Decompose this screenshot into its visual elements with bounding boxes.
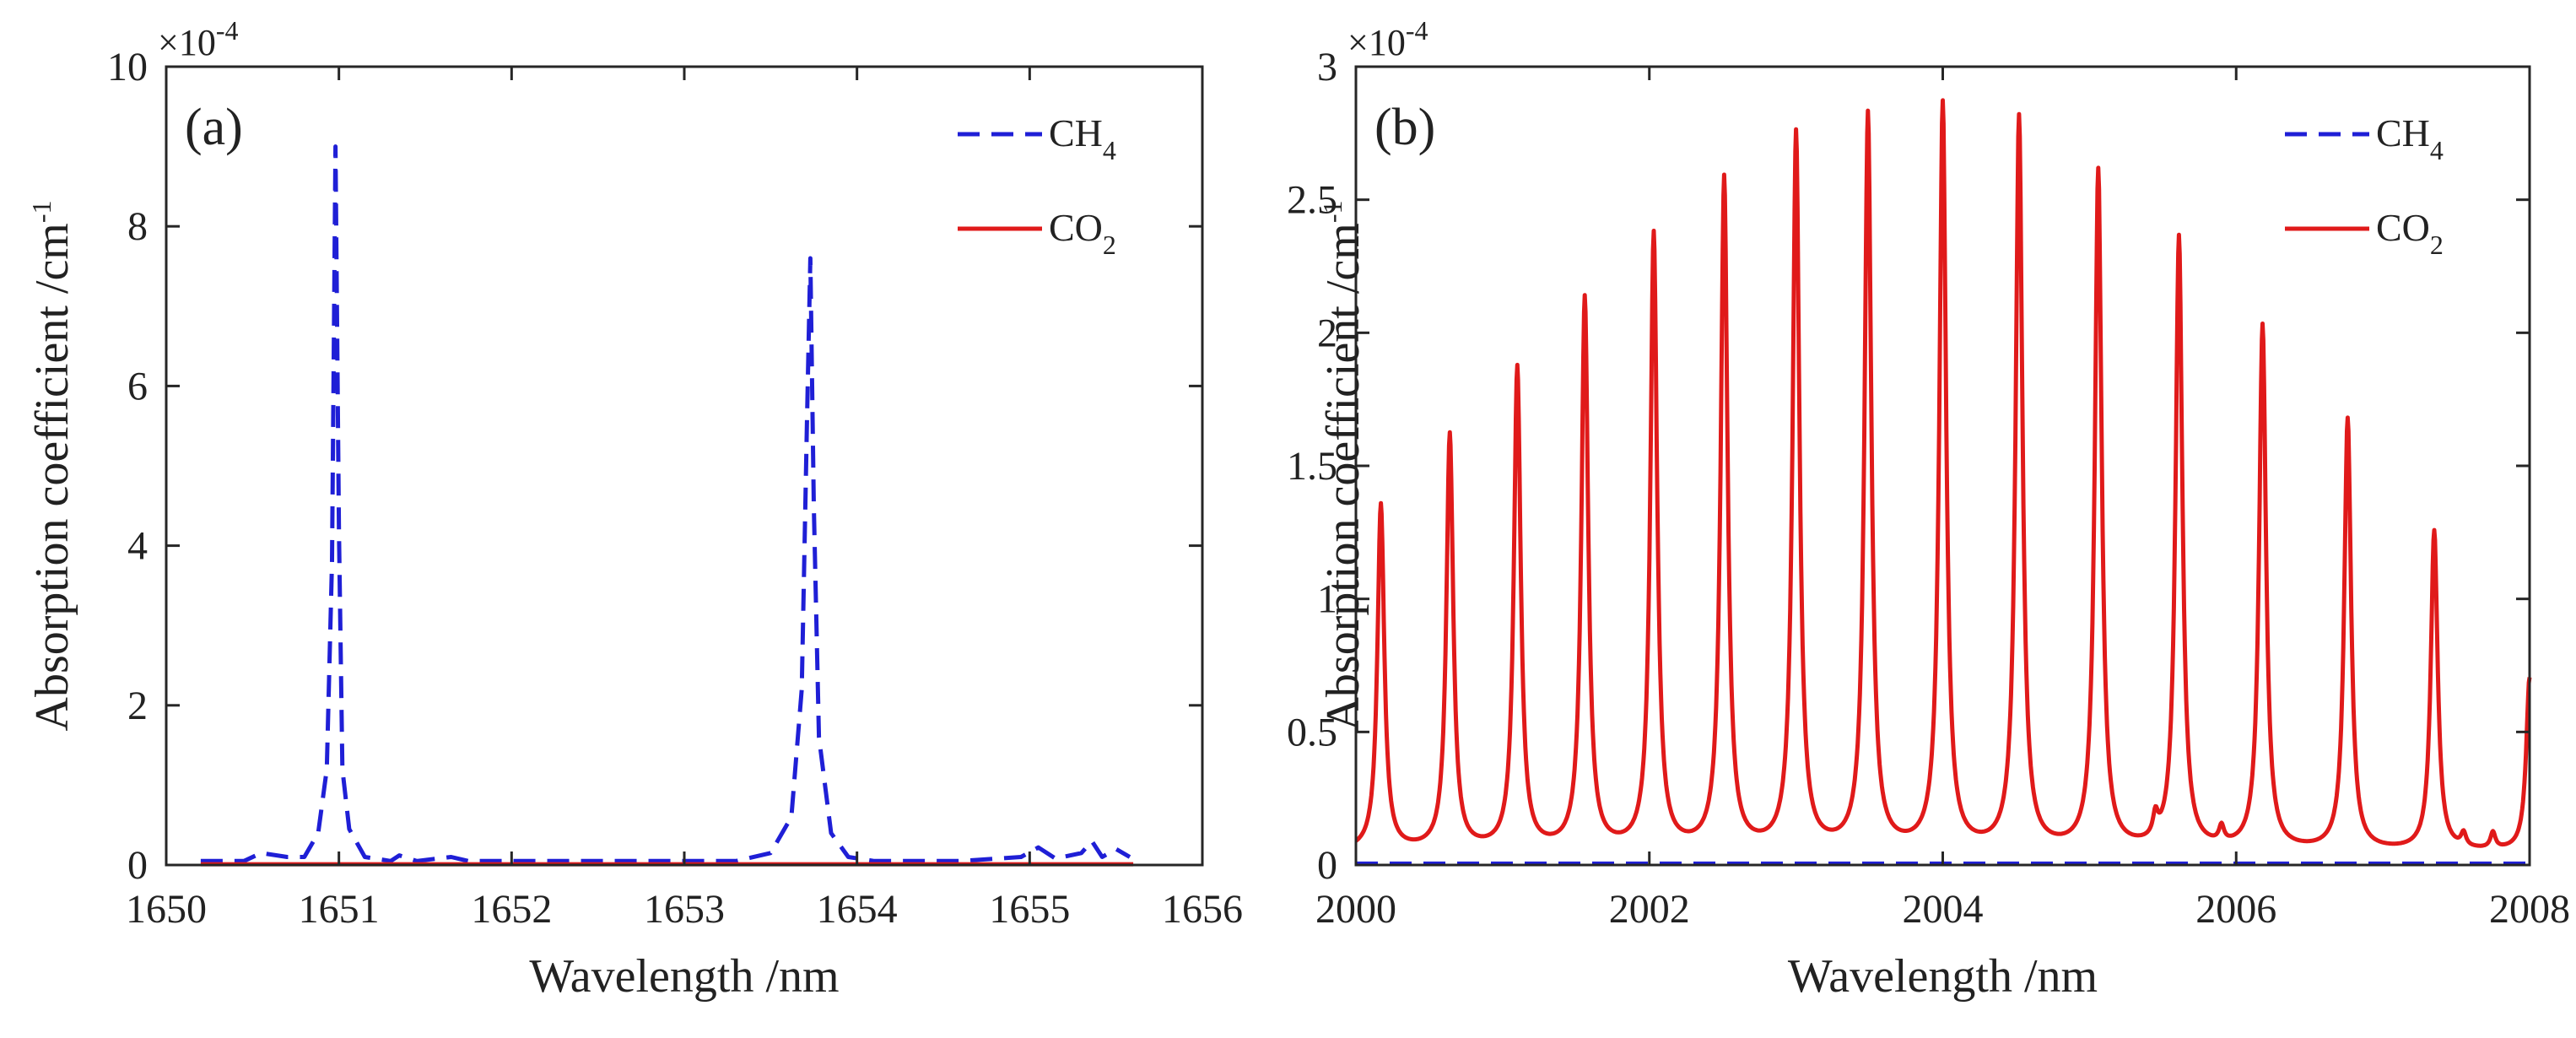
x-axis-label: Wavelength /nm — [529, 950, 839, 1003]
y-tick-label: 4 — [127, 524, 148, 569]
panel-label: (a) — [185, 99, 243, 156]
y-tick-label: 10 — [107, 45, 148, 89]
y-scale-exponent: ×10-4 — [158, 15, 238, 63]
y-tick-label: 6 — [127, 364, 148, 408]
y-tick-label: 0 — [127, 843, 148, 888]
x-tick-label: 1653 — [644, 887, 725, 932]
x-tick-label: 1650 — [126, 887, 207, 932]
y-tick-label: 2 — [1317, 311, 1337, 355]
x-tick-label: 2002 — [1609, 887, 1690, 932]
y-tick-label: 8 — [127, 204, 148, 249]
y-axis-label: Absorption coefficient /cm-1 — [1317, 200, 1369, 731]
legend-label-ch4: CH4 — [1049, 111, 1116, 165]
y-axis-label: Absorption coefficient /cm-1 — [26, 200, 78, 731]
panel-label: (b) — [1374, 99, 1435, 156]
legend-label-co2: CO2 — [2376, 206, 2444, 260]
x-tick-label: 1651 — [299, 887, 380, 932]
y-tick-label: 0.5 — [1287, 710, 1337, 754]
x-tick-label: 2000 — [1315, 887, 1396, 932]
y-tick-label: 1.5 — [1287, 444, 1337, 489]
x-tick-label: 2004 — [1903, 887, 1984, 932]
y-tick-label: 3 — [1317, 45, 1337, 89]
y-tick-label: 1 — [1317, 577, 1337, 622]
series-line-co2 — [1354, 98, 2532, 848]
y-tick-label: 0 — [1317, 843, 1337, 888]
x-tick-label: 1656 — [1162, 887, 1243, 932]
panel-a: 1650 1651 1652 1653 1654 1655 1656 0 2 4 6 8 10×10-4… — [26, 15, 1243, 1003]
series-line-ch4 — [200, 144, 1131, 863]
y-scale-exponent: ×10-4 — [1347, 15, 1428, 63]
x-tick-label: 2008 — [2489, 887, 2570, 932]
x-tick-label: 1652 — [471, 887, 552, 932]
panel-b: 2000 2002 2004 2006 2008 0 0.5 1 1.5 2 2.5 3×10-4 Wa… — [1287, 15, 2570, 1003]
x-tick-label: 1655 — [989, 887, 1070, 932]
x-tick-label: 1654 — [817, 887, 898, 932]
legend-label-co2: CO2 — [1049, 206, 1116, 260]
y-tick-label: 2 — [127, 684, 148, 728]
x-tick-label: 2006 — [2195, 887, 2276, 932]
plot-frame — [165, 65, 1204, 867]
y-tick-label: 2.5 — [1287, 178, 1337, 223]
x-axis-label: Wavelength /nm — [1788, 950, 2098, 1003]
legend-label-ch4: CH4 — [2376, 111, 2444, 165]
